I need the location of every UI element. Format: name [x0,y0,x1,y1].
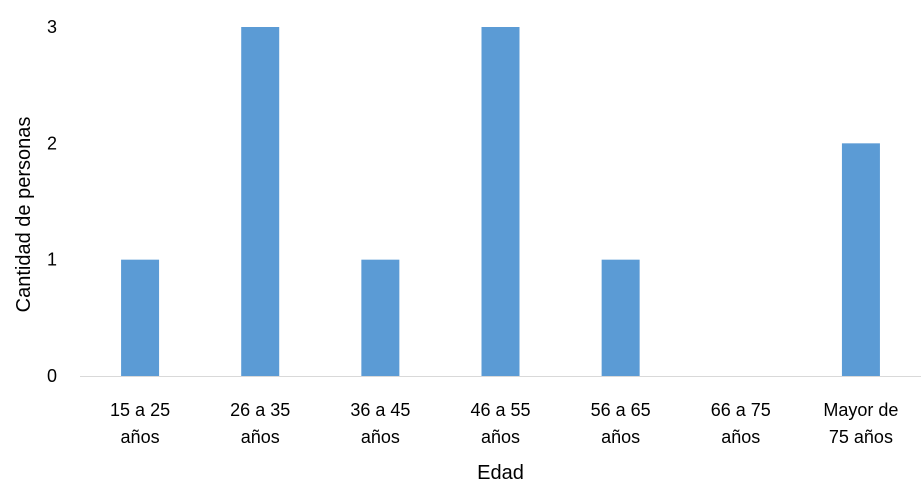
x-tick-label-line: años [601,427,640,447]
x-tick-label-line: 15 a 25 [110,400,170,420]
x-tick-label: 36 a 45 años [350,400,410,447]
y-tick-label: 3 [47,17,57,37]
x-tick-label-line: 36 a 45 [350,400,410,420]
y-tick-label: 2 [47,133,57,153]
x-tick-label: 66 a 75 años [711,400,771,447]
bar [361,259,400,376]
x-tick-label-line: años [481,427,520,447]
y-tick-label: 0 [47,366,57,386]
x-tick-label: 56 a 65 años [591,400,651,447]
y-axis-ticks: 0 1 2 3 [47,17,57,386]
x-tick-label-line: 66 a 75 [711,400,771,420]
x-tick-label-line: años [241,427,280,447]
bar [841,143,880,376]
bar [601,259,640,376]
x-tick-label-line: 56 a 65 [591,400,651,420]
x-tick-label: 46 a 55 años [470,400,530,447]
x-tick-label: 26 a 35 años [230,400,290,447]
y-axis-title: Cantidad de personas [13,117,35,313]
x-tick-label: Mayor de 75 años [823,400,898,447]
x-tick-label-line: 26 a 35 [230,400,290,420]
bar [241,27,280,376]
x-tick-label-line: años [121,427,160,447]
bar [481,27,520,376]
x-axis-title: Edad [477,462,524,484]
x-tick-label-line: 75 años [829,427,893,447]
bar [121,259,160,376]
x-tick-label-line: 46 a 55 [470,400,530,420]
x-tick-label: 15 a 25 años [110,400,170,447]
x-tick-label-line: Mayor de [823,400,898,420]
y-tick-label: 1 [47,250,57,270]
bars [121,27,880,376]
x-tick-label-line: años [721,427,760,447]
x-tick-label-line: años [361,427,400,447]
